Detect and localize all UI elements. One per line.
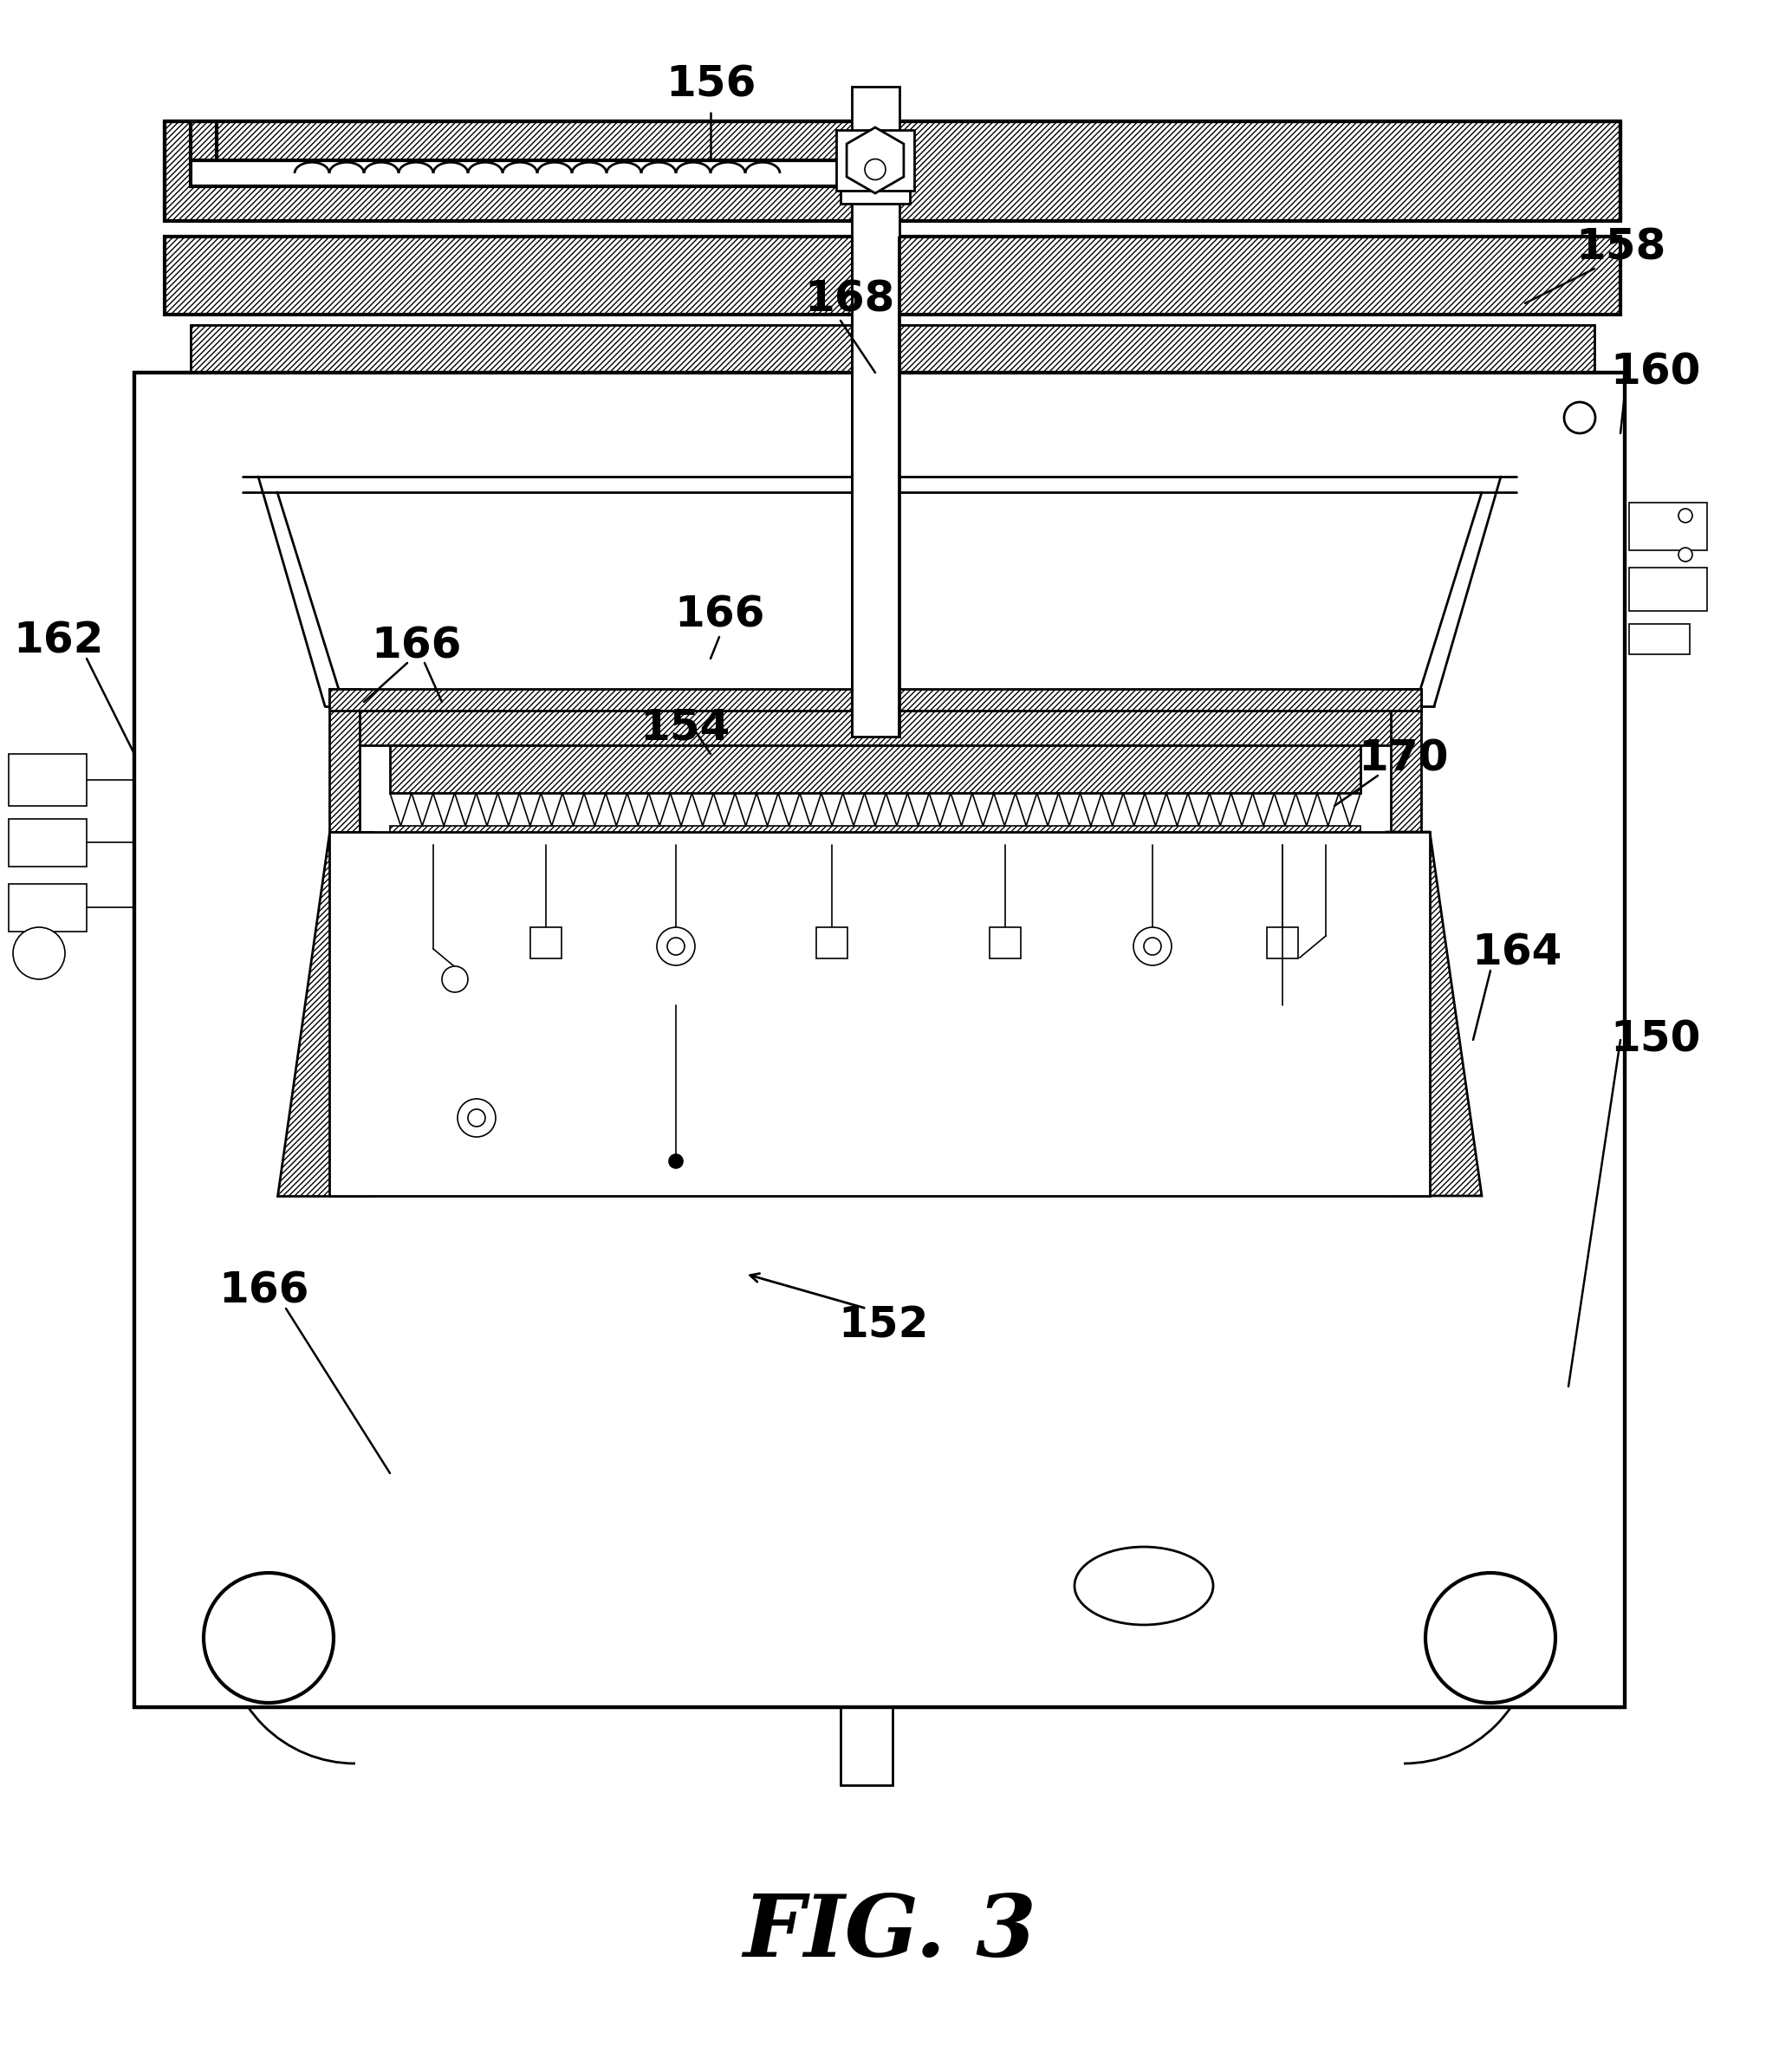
Circle shape [669,1154,683,1169]
Circle shape [457,1098,496,1138]
Bar [1391,688,1421,879]
Circle shape [1425,1573,1555,1703]
Bar [165,236,1621,315]
Bar [329,688,359,879]
Polygon shape [258,477,343,707]
Text: 160: 160 [1610,352,1701,394]
Polygon shape [847,126,904,193]
Circle shape [1678,547,1692,562]
Bar [338,711,1413,746]
Bar [190,325,1594,377]
Bar [840,135,909,203]
Bar [1267,928,1299,959]
Bar [226,464,1533,1633]
Circle shape [1144,939,1162,955]
Bar [390,746,1361,794]
Text: 166: 166 [219,1270,310,1312]
Polygon shape [1404,1504,1533,1633]
Text: 170: 170 [1359,738,1450,779]
Bar [1630,503,1708,551]
Bar [9,885,87,932]
Bar [852,87,900,736]
Text: 150: 150 [1610,1019,1701,1061]
Text: 166: 166 [674,595,765,636]
Circle shape [468,1109,486,1127]
Bar [836,131,914,191]
Bar [165,122,1621,222]
Text: 156: 156 [665,64,756,106]
Bar [329,688,1421,711]
Text: 166: 166 [370,626,461,667]
Circle shape [1133,928,1172,966]
Polygon shape [278,833,372,1196]
Polygon shape [1386,833,1482,1196]
Text: 152: 152 [838,1305,929,1347]
Text: FIG. 3: FIG. 3 [742,1890,1037,1975]
Bar [329,833,1430,1196]
Bar [133,373,1624,1707]
Bar [133,1633,1624,1707]
Bar [530,928,562,959]
Circle shape [667,939,685,955]
Polygon shape [226,1504,356,1633]
Bar [133,373,1624,1707]
Bar [817,928,847,959]
Circle shape [12,928,66,980]
Text: 168: 168 [804,278,895,319]
Circle shape [859,149,891,180]
Bar [329,833,1430,1196]
Text: 164: 164 [1471,932,1562,974]
Ellipse shape [1075,1548,1213,1624]
Bar [9,754,87,806]
Bar [329,1171,1430,1196]
Bar [133,373,1624,1707]
Circle shape [656,928,696,966]
Bar [989,928,1021,959]
Bar [840,1707,893,1786]
Bar [1630,624,1690,655]
Polygon shape [1414,477,1501,707]
Text: 162: 162 [14,620,105,663]
Bar [1630,568,1708,611]
Circle shape [865,160,886,180]
Bar [190,160,884,186]
Text: 154: 154 [639,707,729,748]
Bar [390,827,1361,852]
Bar [9,818,87,866]
Text: 158: 158 [1574,226,1665,267]
Circle shape [203,1573,334,1703]
Circle shape [1678,510,1692,522]
Circle shape [441,966,468,992]
Circle shape [1564,402,1596,433]
